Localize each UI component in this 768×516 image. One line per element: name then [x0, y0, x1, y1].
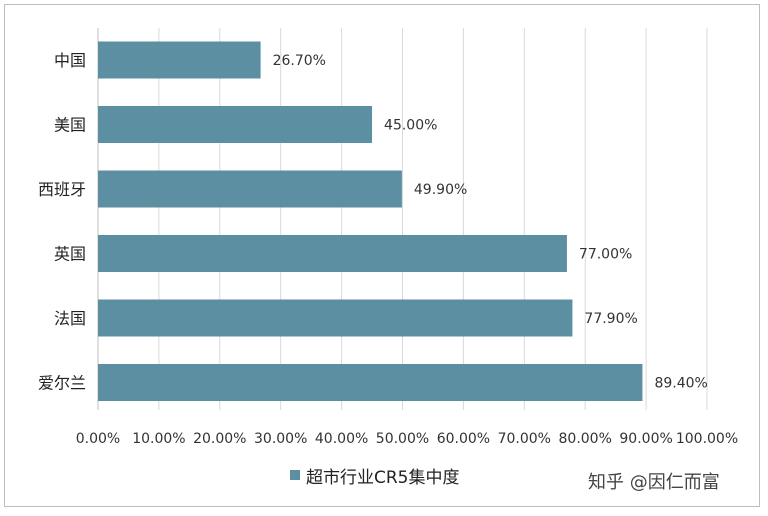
data-label: 26.70% — [273, 53, 326, 69]
x-tick-label: 90.00% — [619, 431, 672, 447]
x-tick-label: 20.00% — [193, 431, 246, 447]
label-layer: 中国 26.70% 美国 45.00% 西班牙 49.90% 英国 77.00% 法国 77.90… — [38, 51, 708, 393]
data-label: 45.00% — [384, 118, 437, 134]
category-label: 美国 — [54, 116, 86, 135]
bar — [98, 170, 402, 208]
x-tick-label: 30.00% — [254, 431, 307, 447]
data-label: 77.90% — [584, 311, 637, 327]
data-label: 89.40% — [654, 376, 707, 392]
bar — [98, 235, 567, 272]
legend-label: 超市行业CR5集中度 — [306, 467, 460, 488]
bar — [98, 106, 373, 143]
x-tick-label: 10.00% — [132, 431, 185, 447]
category-label: 爱尔兰 — [38, 374, 86, 393]
bar — [98, 364, 643, 401]
watermark: 知乎 @因仁而富 — [588, 472, 720, 493]
x-tick-label: 50.00% — [376, 431, 429, 447]
x-tick-label: 40.00% — [315, 431, 368, 447]
legend-swatch — [290, 470, 300, 480]
bar — [98, 299, 573, 337]
tick-layer: 0.00% 10.00% 20.00% 30.00% 40.00% 50.00% 60.00… — [76, 431, 738, 447]
bar — [98, 41, 261, 79]
grid-layer — [97, 28, 708, 410]
x-tick-label: 60.00% — [437, 431, 490, 447]
legend: 超市行业CR5集中度 — [290, 463, 460, 488]
x-tick-label: 100.00% — [676, 431, 738, 447]
category-label: 中国 — [54, 51, 86, 70]
x-tick-label: 70.00% — [498, 431, 551, 447]
category-label: 英国 — [54, 245, 86, 264]
bar-layer — [98, 41, 643, 401]
x-tick-label: 0.00% — [76, 431, 120, 447]
category-label: 法国 — [54, 309, 86, 328]
x-tick-label: 80.00% — [559, 431, 612, 447]
data-label: 49.90% — [414, 182, 467, 198]
category-label: 西班牙 — [38, 180, 86, 199]
data-label: 77.00% — [579, 247, 632, 263]
